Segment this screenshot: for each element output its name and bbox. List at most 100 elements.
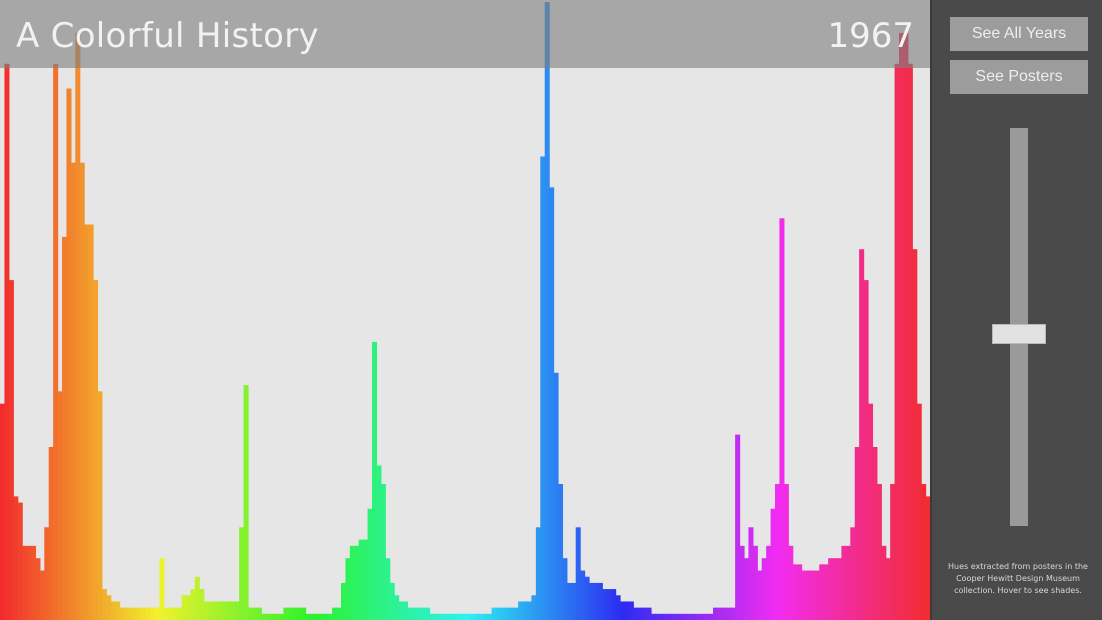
hue-bar[interactable] (172, 607, 178, 620)
hue-bar[interactable] (230, 601, 236, 620)
hue-bar[interactable] (735, 434, 741, 620)
hue-bar[interactable] (894, 63, 900, 620)
hue-bar[interactable] (748, 527, 754, 620)
hue-bar[interactable] (814, 570, 820, 620)
hue-bar[interactable] (544, 2, 550, 620)
hue-bar[interactable] (181, 595, 187, 620)
hue-bar[interactable] (664, 613, 670, 620)
hue-bar[interactable] (31, 545, 37, 620)
hue-bar[interactable] (212, 601, 218, 620)
hue-bar[interactable] (62, 236, 68, 620)
hue-bar[interactable] (97, 391, 103, 620)
hue-bar[interactable] (881, 545, 887, 620)
hue-bar[interactable] (876, 484, 882, 620)
hue-bar[interactable] (695, 613, 701, 620)
hue-bar[interactable] (589, 582, 595, 620)
hue-bar[interactable] (66, 88, 72, 620)
hue-bar[interactable] (744, 558, 750, 620)
hue-bar[interactable] (146, 607, 152, 620)
hue-bar[interactable] (0, 403, 6, 620)
hue-bar[interactable] (434, 613, 440, 620)
hue-bar[interactable] (265, 613, 271, 620)
hue-bar[interactable] (261, 613, 267, 620)
hue-bar[interactable] (186, 595, 192, 620)
year-slider-thumb[interactable] (992, 324, 1046, 344)
hue-bar[interactable] (810, 570, 816, 620)
hue-bar[interactable] (615, 595, 621, 620)
hue-bar[interactable] (504, 607, 510, 620)
hue-bar[interactable] (730, 607, 736, 620)
hue-bar[interactable] (128, 607, 134, 620)
hue-bar[interactable] (916, 403, 922, 620)
see-all-years-button[interactable]: See All Years (950, 17, 1088, 51)
hue-bar[interactable] (593, 582, 599, 620)
hue-bar[interactable] (899, 32, 905, 620)
hue-bar[interactable] (602, 589, 608, 620)
hue-bar[interactable] (513, 607, 519, 620)
hue-bar[interactable] (845, 545, 851, 620)
hue-bar[interactable] (70, 162, 76, 620)
hue-bar[interactable] (859, 249, 865, 620)
hue-bar[interactable] (558, 484, 564, 620)
hue-bar[interactable] (637, 607, 643, 620)
hue-bar[interactable] (79, 162, 85, 620)
hue-bar[interactable] (407, 607, 413, 620)
hue-bar[interactable] (44, 527, 50, 620)
hue-bar[interactable] (907, 63, 913, 620)
hue-bar[interactable] (478, 613, 484, 620)
hue-bar[interactable] (310, 613, 316, 620)
hue-bar[interactable] (717, 607, 723, 620)
hue-bar[interactable] (39, 570, 45, 620)
hue-bar[interactable] (682, 613, 688, 620)
hue-bar[interactable] (243, 385, 249, 620)
hue-bar[interactable] (336, 607, 342, 620)
hue-bar[interactable] (394, 595, 400, 620)
hue-bar[interactable] (797, 564, 803, 620)
hue-bar[interactable] (26, 545, 32, 620)
hue-bar[interactable] (575, 527, 581, 620)
hue-bar[interactable] (890, 484, 896, 620)
hue-bar[interactable] (318, 613, 324, 620)
hue-bar[interactable] (801, 570, 807, 620)
hue-bar[interactable] (540, 156, 546, 620)
hue-bar[interactable] (646, 607, 652, 620)
hue-bar[interactable] (88, 224, 94, 620)
hue-bar[interactable] (655, 613, 661, 620)
hue-bar[interactable] (611, 589, 617, 620)
hue-bar[interactable] (17, 502, 23, 620)
hue-bar[interactable] (509, 607, 515, 620)
hue-bar[interactable] (739, 545, 745, 620)
hue-bar[interactable] (651, 613, 657, 620)
hue-bar[interactable] (690, 613, 696, 620)
hue-bar[interactable] (372, 341, 378, 620)
hue-bar[interactable] (659, 613, 665, 620)
hue-bar[interactable] (363, 539, 369, 620)
hue-bar[interactable] (770, 508, 776, 620)
hue-bar[interactable] (48, 446, 54, 620)
hue-bar[interactable] (349, 545, 355, 620)
hue-bar[interactable] (411, 607, 417, 620)
hue-bar[interactable] (203, 601, 209, 620)
hue-bar[interactable] (721, 607, 727, 620)
hue-bar[interactable] (713, 607, 719, 620)
hue-bar[interactable] (93, 280, 99, 620)
hue-bar[interactable] (456, 613, 462, 620)
hue-bar[interactable] (159, 558, 165, 620)
hue-bar[interactable] (708, 613, 714, 620)
hue-bar[interactable] (442, 613, 448, 620)
hue-bar[interactable] (301, 607, 307, 620)
hue-bar[interactable] (562, 558, 568, 620)
hue-bar[interactable] (850, 527, 856, 620)
hue-bar[interactable] (823, 564, 829, 620)
hue-bar[interactable] (921, 484, 927, 620)
see-posters-button[interactable]: See Posters (950, 60, 1088, 94)
hue-bar[interactable] (155, 607, 161, 620)
hue-bar[interactable] (53, 63, 59, 620)
hue-bar[interactable] (597, 582, 603, 620)
hue-bar[interactable] (686, 613, 692, 620)
hue-bar[interactable] (757, 570, 763, 620)
hue-bar[interactable] (376, 465, 382, 620)
hue-bar[interactable] (451, 613, 457, 620)
hue-bar[interactable] (35, 558, 41, 620)
hue-bar[interactable] (124, 607, 130, 620)
